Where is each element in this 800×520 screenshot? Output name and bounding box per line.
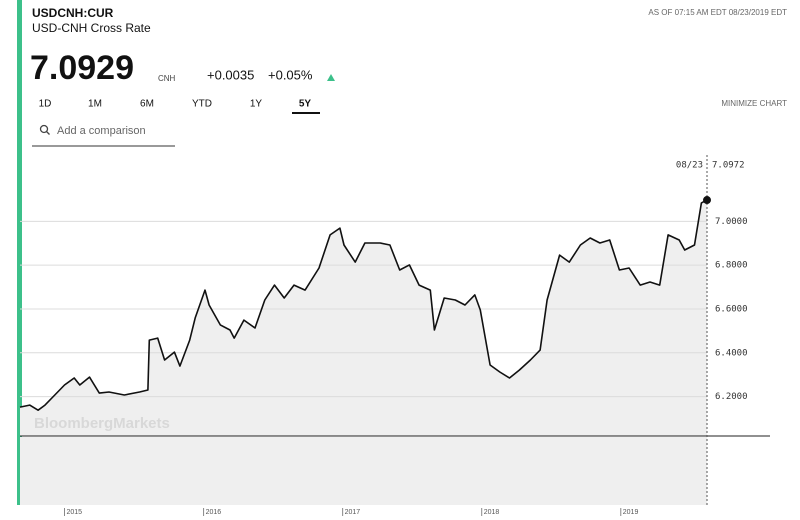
y-tick-label: 6.2000	[715, 392, 748, 402]
x-tick-label: 2015	[67, 509, 83, 516]
last-value: 7.0972	[712, 161, 745, 171]
x-tick-label: 2019	[623, 509, 639, 516]
x-tick-label: 2018	[484, 509, 500, 516]
range-button[interactable]: 1Y	[250, 99, 263, 110]
change-pct: +0.05%	[268, 67, 313, 82]
timestamp: AS OF 07:15 AM EDT 08/23/2019 EDT	[648, 8, 787, 17]
last-date: 08/23	[676, 161, 703, 171]
y-tick-label: 6.8000	[715, 261, 748, 271]
range-buttons: 1D 1M 6M YTD 1Y 5Y	[39, 99, 320, 114]
search-icon	[39, 124, 49, 134]
ticker: USDCNH:CUR	[32, 6, 114, 20]
watermark: BloombergMarkets	[34, 415, 170, 432]
lower-pane	[20, 437, 707, 505]
x-tick-label: 2016	[206, 509, 222, 516]
minimize-chart[interactable]: MINIMIZE CHART	[721, 99, 787, 108]
price: 7.0929	[30, 49, 134, 87]
range-button[interactable]: YTD	[192, 99, 212, 110]
range-button[interactable]: 1D	[39, 99, 52, 110]
x-tick-label: 2017	[345, 509, 361, 516]
price-line	[19, 199, 708, 411]
search-input[interactable]: Add a comparison	[57, 125, 146, 137]
up-arrow	[327, 74, 335, 81]
search-icon	[46, 131, 50, 135]
area	[20, 200, 707, 436]
accent-bar	[17, 0, 22, 505]
y-tick-label: 6.4000	[715, 348, 748, 358]
range-button[interactable]: 6M	[140, 99, 154, 110]
y-tick-label: 6.6000	[715, 304, 748, 314]
last-point	[703, 196, 711, 205]
plot: 6.2000 6.4000 6.6000 6.8000 7.0000 BloombergM…	[19, 155, 770, 516]
range-button[interactable]: 5Y	[299, 99, 312, 110]
range-button[interactable]: 1M	[88, 99, 102, 110]
change: +0.0035	[207, 67, 254, 82]
y-tick-label: 7.0000	[715, 217, 748, 227]
instrument-name: USD-CNH Cross Rate	[32, 21, 151, 35]
currency: CNH	[158, 74, 176, 83]
